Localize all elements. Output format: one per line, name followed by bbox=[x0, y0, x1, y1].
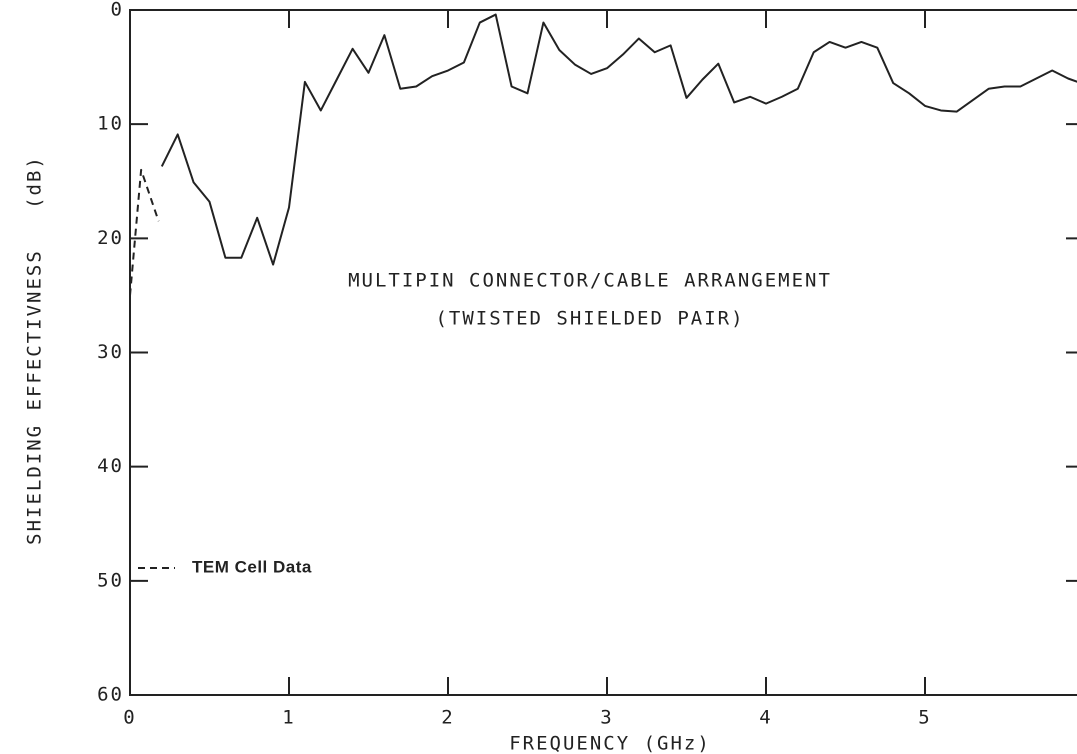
data-line bbox=[129, 168, 160, 296]
x-tick-label: 5 bbox=[918, 707, 931, 729]
annotation: (TWISTED SHIELDED PAIR) bbox=[435, 308, 744, 330]
y-tick-label: 50 bbox=[97, 569, 124, 591]
x-tick-label: 2 bbox=[441, 707, 454, 729]
legend-text: TEM Cell Data bbox=[192, 557, 312, 576]
x-tick-label: 4 bbox=[759, 707, 772, 729]
y-tick-label: 0 bbox=[111, 0, 124, 21]
annotation: MULTIPIN CONNECTOR/CABLE ARRANGEMENT bbox=[348, 270, 832, 292]
y-tick-label: 60 bbox=[97, 684, 124, 706]
plot-frame bbox=[129, 9, 1077, 696]
x-tick-label: 1 bbox=[282, 707, 295, 729]
data-line bbox=[160, 13, 1077, 266]
y-axis-label: SHIELDING EFFECTIVNESS (dB) bbox=[24, 155, 46, 545]
y-tick-label: 30 bbox=[97, 341, 124, 363]
y-tick-label: 40 bbox=[97, 455, 124, 477]
x-tick-label: 0 bbox=[123, 707, 136, 729]
y-tick-label: 10 bbox=[97, 113, 124, 135]
x-tick-label: 3 bbox=[600, 707, 613, 729]
x-axis-label: FREQUENCY (GHz) bbox=[509, 733, 711, 754]
y-tick-label: 20 bbox=[97, 227, 124, 249]
